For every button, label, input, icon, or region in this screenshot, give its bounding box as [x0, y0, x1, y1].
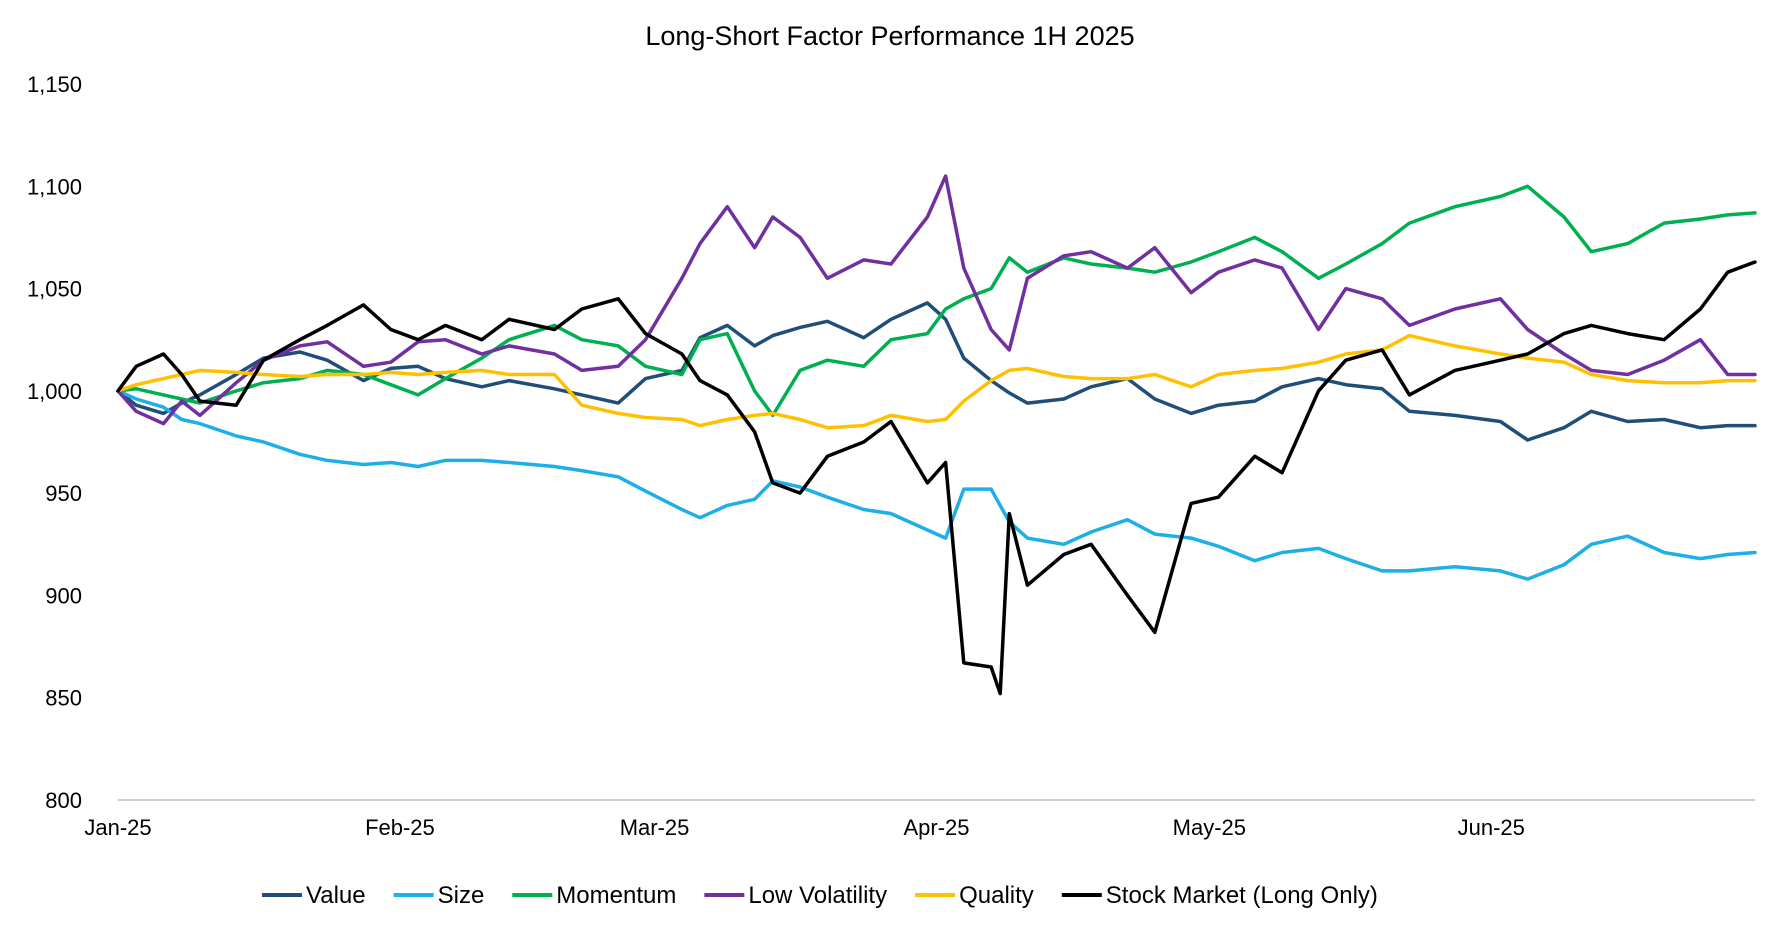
legend-label: Momentum: [556, 882, 676, 909]
series-line-size: [116, 389, 1757, 581]
x-tick-label: Apr-25: [903, 815, 969, 840]
series-line-stock-market-long-only: [116, 260, 1757, 696]
legend-label: Quality: [959, 882, 1034, 909]
y-tick-label: 1,150: [27, 72, 82, 97]
legend-label: Size: [438, 882, 485, 909]
y-tick-label: 1,000: [27, 379, 82, 404]
y-tick-label: 1,050: [27, 277, 82, 302]
legend-label: Stock Market (Long Only): [1106, 882, 1378, 909]
series-line-value: [116, 301, 1757, 442]
y-tick-label: 950: [45, 481, 82, 506]
legend: Value Size Momentum Low Volatility Quality St…: [262, 882, 1378, 909]
x-tick-label: Jun-25: [1458, 815, 1525, 840]
y-tick-label: 800: [45, 788, 82, 813]
x-axis: Jan-25 Feb-25 Mar-25 Apr-25 May-25 Jun-25: [84, 799, 1755, 840]
series-line-quality: [116, 333, 1757, 430]
series-line-low-volatility: [116, 174, 1757, 426]
legend-label: Value: [306, 882, 366, 909]
legend-label: Low Volatility: [748, 882, 887, 909]
chart-title: Long-Short Factor Performance 1H 2025: [645, 21, 1134, 51]
x-tick-label: Jan-25: [84, 815, 151, 840]
series-lines: [116, 174, 1757, 696]
x-tick-label: Mar-25: [620, 815, 690, 840]
y-tick-label: 900: [45, 583, 82, 608]
y-axis: 800 850 900 950 1,000 1,050 1,100 1,150: [27, 72, 82, 813]
x-tick-label: Feb-25: [365, 815, 435, 840]
series-line-momentum: [116, 184, 1757, 418]
x-tick-label: May-25: [1173, 815, 1246, 840]
y-tick-label: 1,100: [27, 174, 82, 199]
y-tick-label: 850: [45, 686, 82, 711]
